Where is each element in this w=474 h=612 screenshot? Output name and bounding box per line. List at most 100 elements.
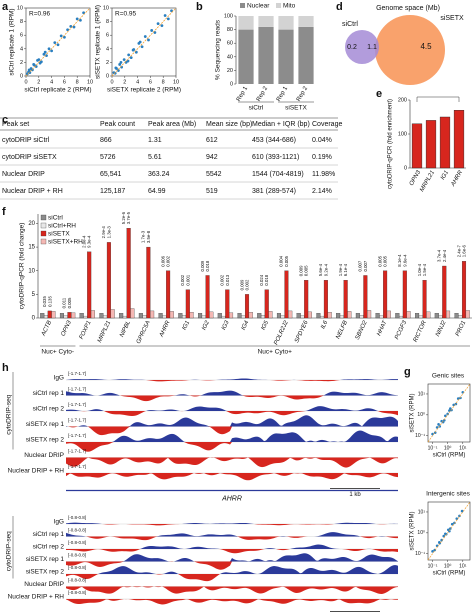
- legend-swatch: [40, 214, 47, 221]
- y-tick-label: 10¹: [418, 391, 426, 397]
- bar: [415, 313, 420, 319]
- bar: [217, 313, 222, 319]
- bar: [355, 313, 360, 319]
- panel-letter: e: [376, 88, 382, 100]
- scale-label: 1 kb: [349, 492, 361, 498]
- y-tick-label: 40: [227, 54, 233, 60]
- p-value: 1.7e-3: [141, 230, 146, 243]
- bar: [426, 311, 431, 319]
- x-tick-label: 2: [37, 79, 40, 85]
- bar: [244, 294, 250, 319]
- p-value: 3.7e-4: [437, 249, 442, 262]
- point: [50, 49, 53, 53]
- track-label: Nuclear DRIP: [24, 452, 64, 459]
- point: [442, 534, 446, 538]
- bar: [40, 313, 45, 319]
- x-tick-label: Rep 1: [236, 85, 250, 102]
- panel-letter: g: [404, 366, 411, 378]
- bar: [237, 313, 242, 319]
- bar: [229, 312, 234, 319]
- bar: [336, 313, 341, 319]
- table-cell: 5.61: [148, 154, 162, 161]
- x-tick-label: RICTOR: [413, 319, 428, 343]
- point: [82, 11, 85, 15]
- point: [72, 25, 76, 29]
- track-label: Nuclear DRIP: [24, 581, 64, 588]
- point: [147, 38, 150, 42]
- correlation: R=0.96: [29, 11, 51, 18]
- table-cell: 453 (344-686): [252, 137, 296, 144]
- signal-positive: [66, 378, 398, 380]
- p-value: 0.002: [220, 274, 225, 285]
- point: [431, 550, 434, 553]
- track-label: siSETX rep 2: [26, 569, 65, 576]
- signal-positive: [66, 415, 398, 427]
- gene-label: AHRR: [221, 495, 242, 502]
- p-value: 2.4e-7: [456, 244, 461, 257]
- point: [138, 40, 142, 44]
- bar: [307, 311, 312, 319]
- table-cell: Nuclear DRIP + RH: [2, 188, 63, 195]
- track-label: siCtrl rep 2: [33, 544, 65, 551]
- p-value: 3.5e-8: [146, 230, 151, 243]
- track-range: [-1.7-1.7]: [68, 464, 86, 469]
- point: [170, 9, 173, 13]
- y-axis-label: siSETX replicate 1 (RPM): [95, 5, 102, 79]
- bar-segment: [258, 26, 274, 85]
- bar-segment: [298, 26, 314, 85]
- table-header: Coverage: [312, 121, 342, 128]
- table-cell: 866: [100, 137, 112, 144]
- p-value: 0.009: [298, 265, 303, 276]
- bar: [110, 309, 115, 319]
- x-tick-label: 10¹: [459, 445, 467, 451]
- track-range: [-1.7-1.7]: [68, 387, 86, 392]
- track-range: [-1.7-1.7]: [68, 433, 86, 438]
- panel-letter: c: [2, 114, 8, 126]
- table-cell: 0.04%: [312, 137, 332, 144]
- table-cell: 65,541: [100, 171, 122, 178]
- point: [114, 66, 118, 70]
- y-tick-label: 0: [106, 73, 109, 79]
- track-label: siCtrl rep 1: [33, 390, 65, 397]
- bar: [395, 313, 400, 319]
- point: [156, 22, 160, 26]
- venn-value: 0.2: [347, 44, 357, 51]
- p-value: 0.011: [62, 297, 67, 308]
- point: [455, 517, 459, 520]
- track-range: [-0.8-0.8]: [68, 540, 86, 545]
- y-axis-label: cytoDRIP-qPCR (fold enrichment): [388, 99, 394, 189]
- table-cell: 381 (289-574): [252, 188, 296, 195]
- bar: [138, 313, 143, 319]
- bar: [47, 310, 52, 319]
- point: [119, 61, 123, 64]
- venn-value: 1.1: [367, 44, 377, 51]
- bar: [276, 313, 281, 319]
- p-value: 0.007: [358, 260, 363, 271]
- x-tick-label: 10¹: [459, 563, 467, 569]
- y-tick-label: 200: [398, 97, 407, 103]
- point: [440, 538, 443, 542]
- bar: [169, 311, 174, 319]
- p-value: 9.2e-4: [323, 263, 328, 276]
- x-tick-label: IL6: [320, 319, 329, 330]
- track-label: siCtrl rep 2: [33, 406, 65, 413]
- track-label: siSETX rep 1: [26, 421, 65, 428]
- track-label: Nuclear DRIP + RH: [8, 594, 65, 601]
- bar: [316, 313, 321, 319]
- p-value: 0.004: [279, 255, 284, 266]
- p-value: 0.013: [225, 274, 230, 285]
- bar: [402, 270, 407, 319]
- x-tick-label: IG2: [201, 319, 211, 331]
- p-value: 0.002: [245, 279, 250, 290]
- assay-label: cytoDRIP-seq: [6, 531, 13, 571]
- bar: [461, 261, 467, 319]
- signal-negative: [66, 561, 398, 570]
- y-tick-label: 6: [106, 33, 109, 39]
- y-tick-label: 10⁻¹: [415, 433, 425, 439]
- bar: [221, 315, 226, 319]
- point: [449, 407, 452, 410]
- track-range: [-0.8-0.8]: [68, 553, 86, 558]
- y-tick-label: 20: [227, 68, 233, 74]
- track-label: Nuclear DRIP + RH: [8, 468, 65, 475]
- bar: [63, 315, 68, 319]
